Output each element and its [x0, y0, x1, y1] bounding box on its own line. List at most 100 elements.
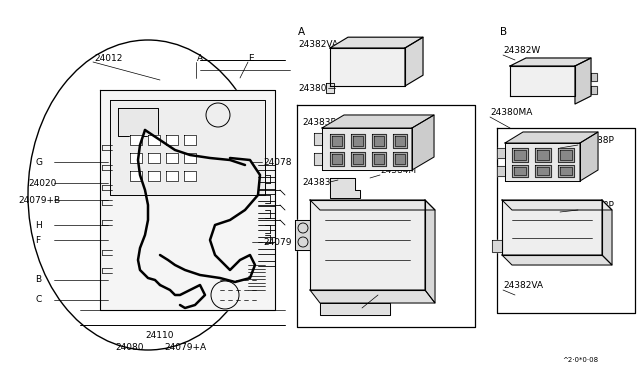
Polygon shape — [505, 143, 580, 181]
Text: 24380MA: 24380MA — [490, 108, 532, 116]
Polygon shape — [130, 135, 142, 145]
Polygon shape — [374, 154, 384, 164]
Polygon shape — [297, 105, 475, 327]
Text: 24382VA: 24382VA — [503, 280, 543, 289]
Text: ^2·0*0·08: ^2·0*0·08 — [562, 357, 598, 363]
Text: 24020: 24020 — [28, 179, 56, 187]
Polygon shape — [353, 154, 363, 164]
Polygon shape — [330, 48, 405, 86]
Polygon shape — [148, 171, 160, 181]
Polygon shape — [100, 90, 275, 310]
Polygon shape — [591, 73, 597, 81]
Polygon shape — [184, 135, 196, 145]
Polygon shape — [130, 171, 142, 181]
Polygon shape — [537, 150, 549, 160]
Polygon shape — [492, 240, 502, 252]
Polygon shape — [510, 66, 575, 96]
Polygon shape — [497, 128, 635, 313]
Polygon shape — [502, 200, 602, 255]
Polygon shape — [412, 115, 434, 170]
Polygon shape — [332, 154, 342, 164]
Text: 24079: 24079 — [263, 237, 291, 247]
Text: 24382W: 24382W — [503, 45, 540, 55]
Polygon shape — [497, 166, 505, 176]
Text: 24384M: 24384M — [380, 166, 416, 174]
Polygon shape — [374, 136, 384, 146]
Polygon shape — [332, 136, 342, 146]
Polygon shape — [558, 148, 574, 162]
Text: 24382V: 24382V — [380, 285, 415, 295]
Polygon shape — [351, 152, 365, 166]
Text: F: F — [35, 235, 40, 244]
Polygon shape — [314, 133, 322, 145]
Polygon shape — [353, 136, 363, 146]
Polygon shape — [372, 134, 386, 148]
Text: C: C — [35, 295, 41, 305]
Text: 24012: 24012 — [94, 54, 122, 62]
Polygon shape — [148, 135, 160, 145]
Polygon shape — [535, 165, 551, 177]
Polygon shape — [310, 290, 435, 303]
Polygon shape — [395, 154, 405, 164]
Polygon shape — [580, 132, 598, 181]
Text: 24383P: 24383P — [302, 118, 336, 126]
Polygon shape — [510, 58, 591, 66]
Polygon shape — [351, 134, 365, 148]
Polygon shape — [110, 100, 265, 195]
Polygon shape — [330, 152, 344, 166]
Polygon shape — [497, 148, 505, 158]
Text: B: B — [500, 27, 507, 37]
Text: 24079+B: 24079+B — [18, 196, 60, 205]
Polygon shape — [118, 108, 158, 136]
Polygon shape — [148, 153, 160, 163]
Polygon shape — [310, 200, 425, 290]
Text: A: A — [197, 54, 203, 62]
Polygon shape — [322, 115, 434, 128]
Polygon shape — [512, 148, 528, 162]
Polygon shape — [184, 153, 196, 163]
Polygon shape — [535, 148, 551, 162]
Text: 24383P: 24383P — [302, 177, 336, 186]
Polygon shape — [558, 165, 574, 177]
Polygon shape — [393, 152, 407, 166]
Text: H: H — [35, 221, 42, 230]
Polygon shape — [166, 153, 178, 163]
Polygon shape — [320, 303, 390, 315]
Polygon shape — [166, 171, 178, 181]
Polygon shape — [372, 152, 386, 166]
Text: G: G — [35, 157, 42, 167]
Polygon shape — [295, 220, 310, 250]
Text: 24380M: 24380M — [298, 83, 334, 93]
Text: 24080: 24080 — [116, 343, 144, 353]
Polygon shape — [322, 128, 412, 170]
Polygon shape — [405, 37, 423, 86]
Polygon shape — [514, 150, 526, 160]
Polygon shape — [560, 150, 572, 160]
Polygon shape — [425, 200, 435, 303]
Text: 24388P: 24388P — [580, 201, 614, 209]
Polygon shape — [393, 134, 407, 148]
Text: B: B — [35, 276, 41, 285]
Polygon shape — [330, 37, 423, 48]
Polygon shape — [130, 153, 142, 163]
Text: 24079+A: 24079+A — [164, 343, 206, 353]
Polygon shape — [502, 255, 612, 265]
Polygon shape — [330, 134, 344, 148]
Polygon shape — [310, 200, 435, 210]
Polygon shape — [314, 153, 322, 165]
Text: E: E — [248, 54, 253, 62]
Polygon shape — [166, 135, 178, 145]
Polygon shape — [537, 167, 549, 175]
Polygon shape — [330, 178, 360, 198]
Polygon shape — [602, 200, 612, 265]
Text: 24078: 24078 — [263, 157, 291, 167]
Text: A: A — [298, 27, 305, 37]
Text: 24382VA: 24382VA — [298, 39, 338, 48]
Polygon shape — [575, 58, 591, 104]
Text: 24110: 24110 — [146, 331, 174, 340]
Polygon shape — [502, 200, 612, 210]
Polygon shape — [505, 132, 598, 143]
Polygon shape — [560, 167, 572, 175]
Polygon shape — [326, 83, 334, 93]
Text: 24388P: 24388P — [580, 135, 614, 144]
